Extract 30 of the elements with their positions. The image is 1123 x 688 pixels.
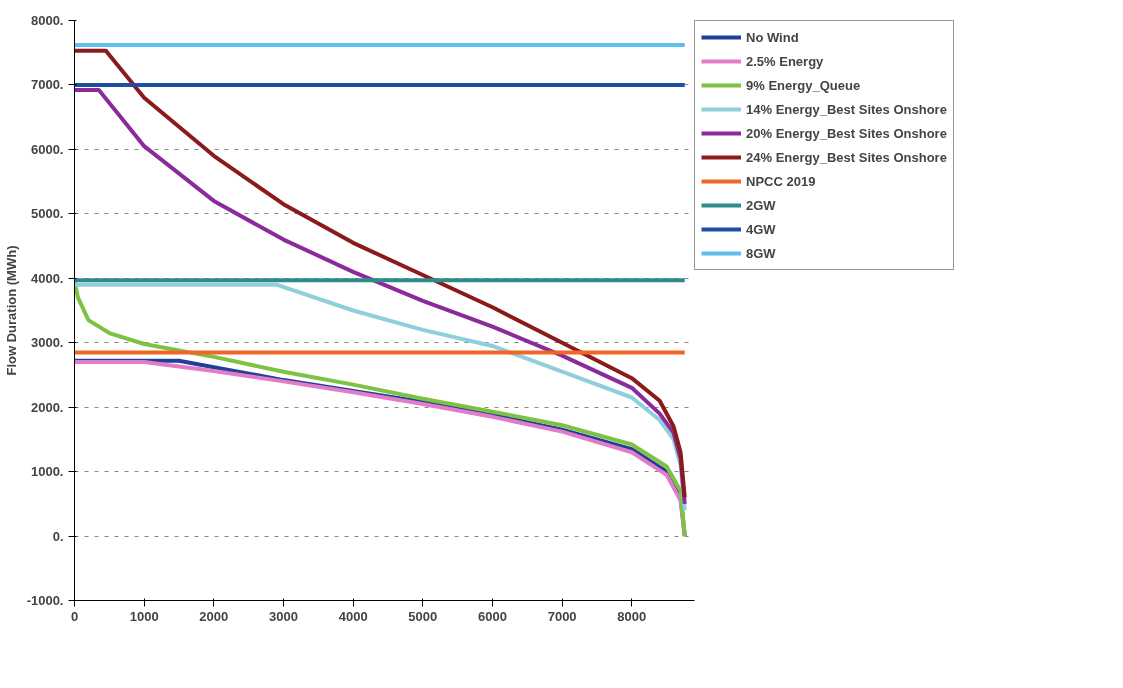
x-tick-label: 4000: [338, 608, 368, 624]
y-tick-label: 8000.: [30, 13, 64, 28]
y-tick-label: 3000.: [30, 335, 64, 351]
legend-label: 2GW: [746, 197, 776, 213]
legend-label: 14% Energy_Best Sites Onshore: [746, 101, 947, 117]
x-tick-label: 8000: [617, 608, 647, 624]
legend-label: No Wind: [746, 29, 799, 45]
y-tick-label: 5000.: [30, 206, 64, 222]
x-tick-label: 3000: [269, 608, 298, 624]
legend-label: 9% Energy_Queue: [746, 77, 861, 93]
y-tick-label: 4000.: [30, 270, 64, 286]
x-tick-label: 1000: [129, 608, 159, 624]
legend-label: 2.5% Energy: [746, 53, 824, 69]
legend-label: 20% Energy_Best Sites Onshore: [746, 125, 947, 141]
y-tick-label: 6000.: [30, 141, 64, 157]
legend-label: 24% Energy_Best Sites Onshore: [746, 149, 947, 165]
y-axis-title: Flow Duration (MWh): [3, 245, 19, 376]
y-tick-label: -1000.: [26, 593, 64, 608]
y-tick-label: 2000.: [30, 399, 64, 415]
y-tick-label: 0.: [52, 528, 64, 544]
legend-label: 4GW: [746, 221, 776, 237]
x-tick-label: 6000: [478, 608, 507, 624]
x-tick-label: 7000: [547, 608, 577, 624]
legend-label: NPCC 2019: [746, 173, 816, 189]
y-tick-label: 7000.: [30, 77, 64, 93]
x-tick-label: 2000: [199, 608, 229, 624]
x-tick-label: 5000: [408, 608, 438, 624]
legend-label: 8GW: [746, 245, 776, 261]
x-tick-label: 0: [70, 608, 79, 624]
y-tick-label: 1000.: [30, 464, 64, 480]
